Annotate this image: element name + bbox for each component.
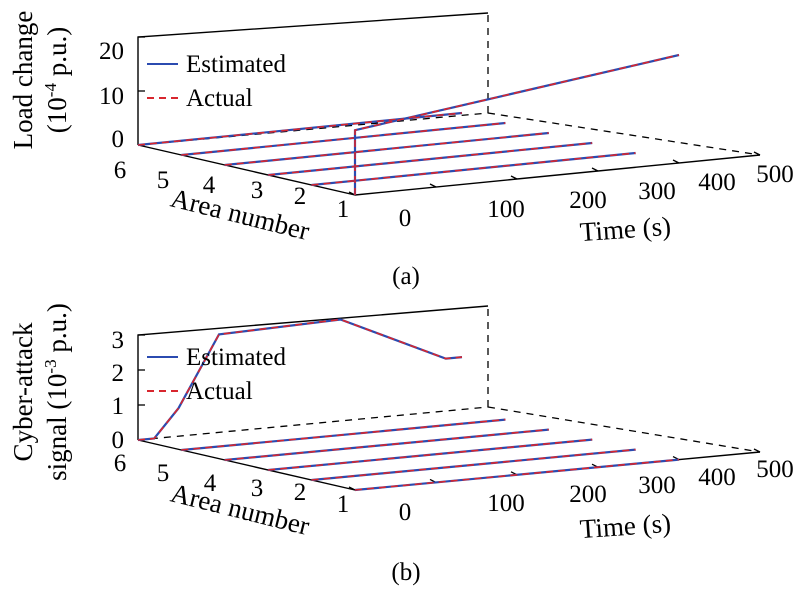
panel-a-area-tick-label: 4 <box>203 172 216 199</box>
legend-label-actual: Actual <box>186 85 253 112</box>
panel-b-cyber-attack: 0 1 2 3 6 5 4 3 2 1 0 100 200 300 400 50… <box>8 303 794 586</box>
panel-a-area-tick-label: 5 <box>157 167 170 194</box>
panel-a-legend: Estimated Actual <box>147 51 286 112</box>
x-tick-mark <box>591 167 599 172</box>
panel-a-area-tick-label: 6 <box>114 157 127 184</box>
x-tick-mark <box>753 151 761 156</box>
panel-b-z-axis-label-unit: signal (10-3 p.u.) <box>41 303 72 481</box>
legend-label-estimated: Estimated <box>186 51 286 78</box>
legend-label-actual: Actual <box>186 378 253 405</box>
panel-a-area-tick-label: 1 <box>337 196 350 223</box>
panel-a-caption: (a) <box>392 263 420 290</box>
panel-b-legend: Estimated Actual <box>147 344 286 405</box>
panel-a-area-tick-label: 3 <box>251 177 264 204</box>
series-actual-area-4 <box>224 132 549 166</box>
panel-b-area-tick-label: 4 <box>204 470 217 497</box>
panel-a-z-axis-label: Load change <box>8 11 38 150</box>
panel-a-z-tick-label: 20 <box>99 38 124 65</box>
panel-b-series <box>137 318 680 492</box>
panel-b-z-tick-label: 0 <box>112 427 125 454</box>
panel-b-time-tick-label: 0 <box>399 499 412 526</box>
x-tick-mark <box>429 183 437 188</box>
panel-b-area-tick-label: 2 <box>294 479 307 506</box>
panel-a-time-tick-label: 0 <box>399 205 412 232</box>
series-actual-area-5 <box>181 122 506 156</box>
panel-a-z-tick-label: 0 <box>112 126 125 153</box>
panel-b-area-tick-label: 1 <box>337 491 350 518</box>
panel-b-time-tick-label: 300 <box>638 472 676 499</box>
series-actual-area-6 <box>137 318 463 441</box>
panel-b-z-tick-label: 2 <box>112 360 125 387</box>
series-actual-area-3 <box>268 438 593 471</box>
x-tick-mark <box>672 159 680 164</box>
panel-a-time-tick-label: 400 <box>698 169 736 196</box>
panel-a-time-tick-label: 100 <box>487 196 525 223</box>
panel-b-caption: (b) <box>391 559 420 586</box>
panel-b-time-tick-label: 100 <box>487 490 525 517</box>
panel-a-series <box>137 53 680 195</box>
series-estimated-area-1 <box>353 53 680 195</box>
panel-a-time-tick-label: 200 <box>569 187 607 214</box>
panel-b-area-tick-label: 5 <box>157 460 170 487</box>
panel-a-area-tick-label: 2 <box>294 183 307 210</box>
x-tick-mark <box>510 175 518 180</box>
series-actual-area-1 <box>354 54 680 195</box>
panel-b-area-axis-label: Area number <box>168 478 313 541</box>
series-actual-area-2 <box>311 152 636 186</box>
panel-b-z-tick-label: 3 <box>112 327 125 354</box>
series-actual-area-4 <box>224 428 549 461</box>
panel-a-area-axis-label: Area number <box>168 183 313 246</box>
panel-a-z-tick-label: 10 <box>99 83 124 110</box>
panel-a-load-change: 0 10 20 6 5 4 3 2 1 0 100 200 300 400 50… <box>8 11 794 290</box>
series-actual-area-2 <box>311 448 636 481</box>
panel-a-z-axis-label-unit: (10-4 p.u.) <box>41 27 72 133</box>
panel-a-time-tick-label: 500 <box>756 161 794 188</box>
x-tick-mark <box>348 486 356 491</box>
series-actual-area-1 <box>354 458 680 491</box>
series-actual-area-5 <box>181 418 506 451</box>
panel-b-area-tick-label: 6 <box>114 450 127 477</box>
panel-a-time-axis-label: Time (s) <box>579 211 672 247</box>
panel-b-z-axis-label: Cyber-attack <box>8 322 38 461</box>
panel-b-area-tick-label: 3 <box>251 475 264 502</box>
legend-label-estimated: Estimated <box>186 344 286 371</box>
series-actual-area-3 <box>268 142 593 176</box>
panel-b-time-tick-label: 500 <box>756 456 794 483</box>
series-actual-area-6 <box>137 112 463 146</box>
panel-b-time-axis-label: Time (s) <box>579 508 672 544</box>
x-tick-mark <box>753 448 761 453</box>
panel-b-time-tick-label: 200 <box>569 481 607 508</box>
panel-b-time-tick-label: 400 <box>698 464 736 491</box>
panel-a-time-tick-label: 300 <box>638 178 676 205</box>
panel-b-z-tick-label: 1 <box>112 393 125 420</box>
